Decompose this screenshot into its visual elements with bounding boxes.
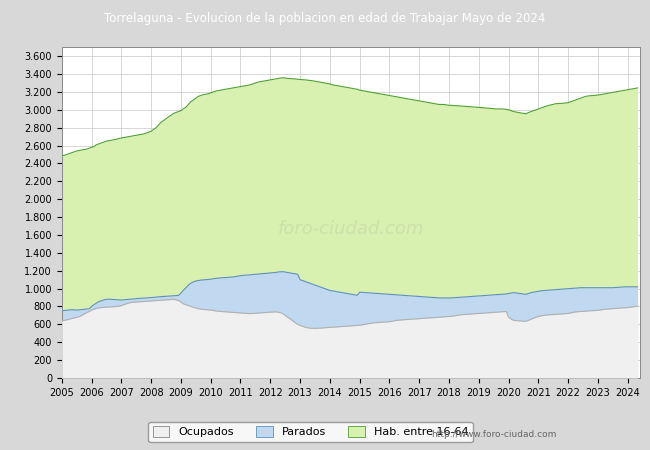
Text: http://www.foro-ciudad.com: http://www.foro-ciudad.com	[432, 430, 556, 439]
Text: foro-ciudad.com: foro-ciudad.com	[278, 220, 424, 238]
Text: Torrelaguna - Evolucion de la poblacion en edad de Trabajar Mayo de 2024: Torrelaguna - Evolucion de la poblacion …	[104, 12, 546, 25]
Legend: Ocupados, Parados, Hab. entre 16-64: Ocupados, Parados, Hab. entre 16-64	[148, 422, 473, 442]
